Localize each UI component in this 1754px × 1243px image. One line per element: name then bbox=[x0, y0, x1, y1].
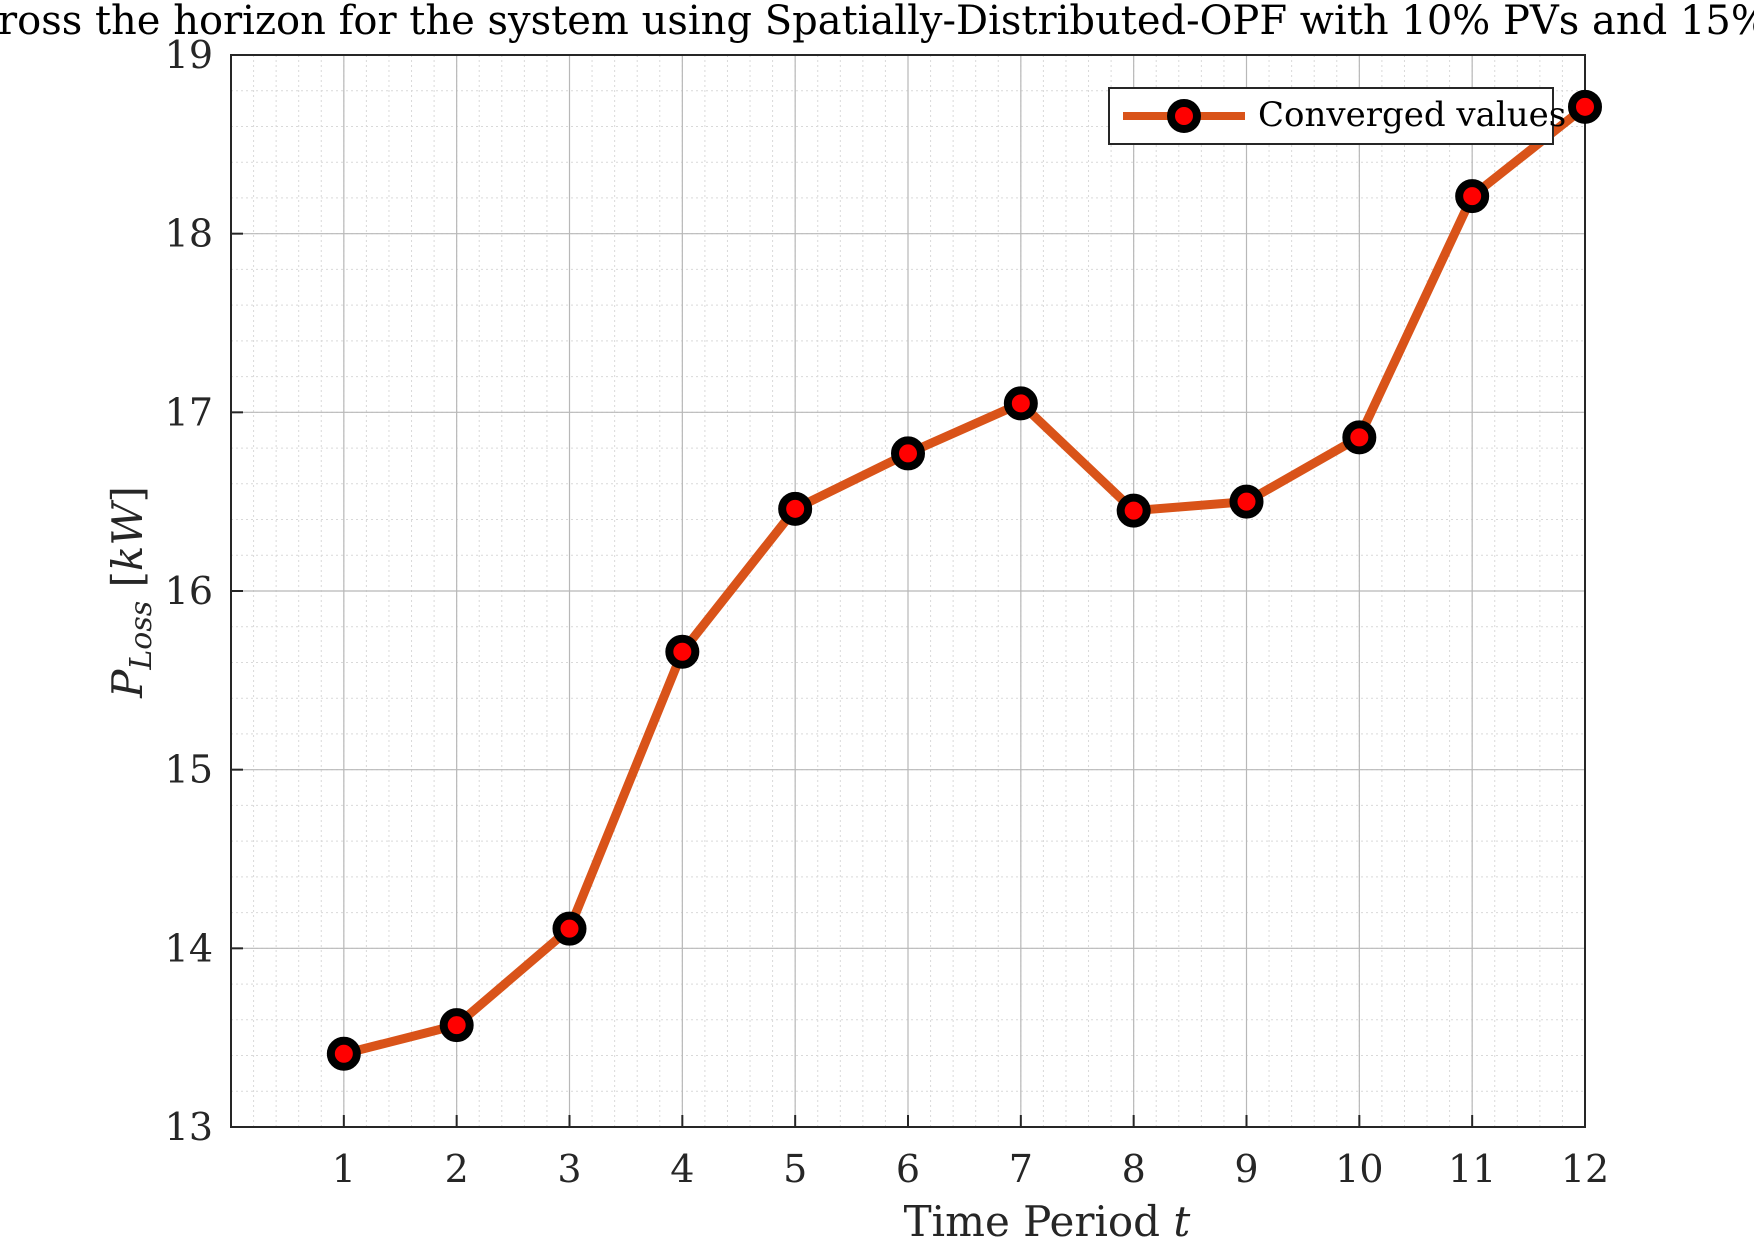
x-tick-label: 7 bbox=[1009, 1147, 1033, 1191]
y-axis-label-unit: kW bbox=[103, 499, 152, 571]
x-tick-label: 1 bbox=[332, 1147, 356, 1191]
chart-title: ross the horizon for the system using Sp… bbox=[0, 0, 1754, 44]
y-tick-label: 14 bbox=[165, 926, 213, 970]
legend: Converged values bbox=[1108, 87, 1566, 145]
y-tick-label: 16 bbox=[165, 569, 213, 613]
y-tick-label: 17 bbox=[165, 390, 213, 434]
y-tick-label: 18 bbox=[165, 212, 213, 256]
y-tick-label: 13 bbox=[165, 1105, 213, 1149]
data-point-marker bbox=[552, 911, 587, 946]
x-tick-label: 10 bbox=[1335, 1147, 1383, 1191]
x-tick-label: 5 bbox=[783, 1147, 807, 1191]
x-axis-label: Time Period t bbox=[904, 1197, 1191, 1238]
x-tick-label: 11 bbox=[1448, 1147, 1496, 1191]
data-point-marker bbox=[439, 1008, 474, 1043]
x-tick-label: 2 bbox=[445, 1147, 469, 1191]
data-point-marker bbox=[1455, 179, 1490, 214]
data-point-marker bbox=[1568, 89, 1602, 124]
data-point-marker bbox=[778, 491, 813, 526]
data-point-marker bbox=[1116, 493, 1151, 528]
x-tick-label: 3 bbox=[557, 1147, 581, 1191]
y-axis-label-subscript: Loss bbox=[124, 601, 159, 671]
x-tick-label: 12 bbox=[1561, 1147, 1609, 1191]
x-axis-label-variable: t bbox=[1173, 1197, 1190, 1238]
grid bbox=[230, 54, 1586, 1128]
data-point-marker bbox=[1003, 386, 1038, 421]
y-tick-label: 15 bbox=[165, 748, 213, 792]
x-tick-label: 6 bbox=[896, 1147, 920, 1191]
y-tick-label: 19 bbox=[165, 33, 213, 77]
y-axis-label-symbol: P bbox=[103, 669, 152, 699]
x-tick-label: 8 bbox=[1122, 1147, 1146, 1191]
data-point-marker bbox=[665, 634, 700, 669]
x-tick-label: 4 bbox=[670, 1147, 694, 1191]
y-axis-label: PLoss [kW] bbox=[103, 486, 159, 699]
legend-label: Converged values bbox=[1258, 95, 1566, 135]
x-tick-label: 9 bbox=[1234, 1147, 1258, 1191]
data-point-marker bbox=[891, 436, 925, 471]
series-line bbox=[342, 103, 1588, 1059]
y-axis-label-bracket-open: [ bbox=[103, 571, 152, 601]
data-point-marker bbox=[326, 1036, 361, 1071]
series-plot bbox=[326, 89, 1602, 1071]
x-axis-label-text: Time Period bbox=[904, 1197, 1174, 1238]
data-point-marker bbox=[1229, 484, 1264, 519]
legend-marker-sample bbox=[1167, 99, 1201, 133]
data-point-marker bbox=[1342, 420, 1377, 455]
y-axis-label-bracket-close: ] bbox=[103, 486, 152, 502]
